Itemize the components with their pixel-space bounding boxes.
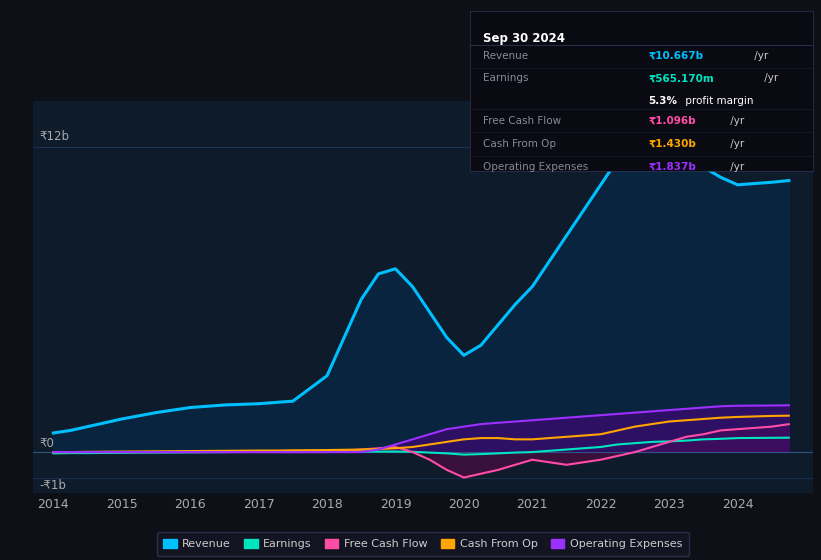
Text: ₹0: ₹0 [39, 437, 54, 450]
Text: ₹1.837b: ₹1.837b [648, 162, 696, 172]
Text: ₹10.667b: ₹10.667b [648, 51, 704, 61]
Text: -₹1b: -₹1b [39, 479, 67, 492]
Legend: Revenue, Earnings, Free Cash Flow, Cash From Op, Operating Expenses: Revenue, Earnings, Free Cash Flow, Cash … [157, 532, 689, 556]
Text: ₹1.096b: ₹1.096b [648, 116, 695, 126]
Text: Operating Expenses: Operating Expenses [484, 162, 589, 172]
Text: Cash From Op: Cash From Op [484, 139, 557, 149]
Text: Sep 30 2024: Sep 30 2024 [484, 32, 566, 45]
Text: ₹565.170m: ₹565.170m [648, 73, 713, 83]
Text: /yr: /yr [727, 139, 745, 149]
Text: /yr: /yr [751, 51, 768, 61]
Text: ₹12b: ₹12b [39, 130, 70, 143]
Text: /yr: /yr [727, 116, 745, 126]
Text: profit margin: profit margin [682, 96, 754, 106]
Text: /yr: /yr [727, 162, 745, 172]
Text: Earnings: Earnings [484, 73, 529, 83]
Text: ₹1.430b: ₹1.430b [648, 139, 696, 149]
Text: 5.3%: 5.3% [648, 96, 677, 106]
Text: /yr: /yr [761, 73, 778, 83]
Text: Free Cash Flow: Free Cash Flow [484, 116, 562, 126]
Text: Revenue: Revenue [484, 51, 529, 61]
